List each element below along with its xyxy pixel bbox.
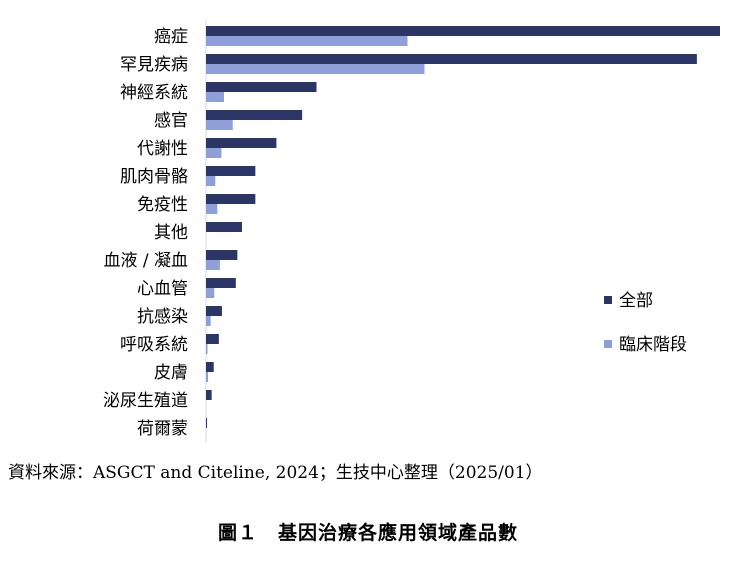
legend-swatch-all <box>604 296 612 304</box>
category-label-13: 泌尿生殖道 <box>103 391 188 411</box>
bar-all-5 <box>206 166 256 176</box>
bar-all-1 <box>206 54 697 64</box>
bar-clinical-2 <box>206 92 224 102</box>
bar-clinical-12 <box>206 372 209 382</box>
bar-all-3 <box>206 110 303 120</box>
category-label-5: 肌肉骨骼 <box>120 167 188 187</box>
bar-clinical-5 <box>206 176 216 186</box>
bar-all-0 <box>206 26 720 36</box>
bar-all-7 <box>206 222 242 232</box>
category-label-0: 癌症 <box>154 27 188 47</box>
bar-clinical-6 <box>206 204 218 214</box>
bar-clinical-8 <box>206 260 220 270</box>
bar-clinical-11 <box>206 344 208 354</box>
bar-all-6 <box>206 194 256 204</box>
category-label-6: 免疫性 <box>137 195 188 215</box>
category-label-7: 其他 <box>154 223 188 243</box>
category-label-1: 罕見疾病 <box>120 55 188 75</box>
legend: 全部 臨床階段 <box>604 291 687 355</box>
bars-group <box>206 26 720 428</box>
legend-label-clinical: 臨床階段 <box>619 335 687 355</box>
category-label-2: 神經系統 <box>120 83 188 103</box>
category-label-10: 抗感染 <box>137 307 188 327</box>
category-label-3: 感官 <box>154 111 188 131</box>
category-label-12: 皮膚 <box>154 363 188 383</box>
bar-all-12 <box>206 362 214 372</box>
category-label-11: 呼吸系統 <box>120 335 188 355</box>
bar-all-4 <box>206 138 277 148</box>
bar-clinical-3 <box>206 120 233 130</box>
category-label-8: 血液 / 凝血 <box>103 251 188 271</box>
figure-caption: 圖１ 基因治療各應用領域產品數 <box>217 522 518 544</box>
bar-clinical-0 <box>206 36 408 46</box>
category-label-14: 荷爾蒙 <box>137 419 188 439</box>
bar-all-14 <box>206 418 208 428</box>
category-label-4: 代謝性 <box>137 139 188 159</box>
bar-clinical-4 <box>206 148 222 158</box>
legend-label-all: 全部 <box>619 291 653 311</box>
bar-clinical-10 <box>206 316 211 326</box>
bar-all-9 <box>206 278 236 288</box>
bar-clinical-9 <box>206 288 215 298</box>
bar-all-10 <box>206 306 222 316</box>
legend-swatch-clinical <box>604 340 612 348</box>
bar-all-2 <box>206 82 317 92</box>
category-label-9: 心血管 <box>137 279 188 299</box>
bar-all-8 <box>206 250 238 260</box>
bar-clinical-1 <box>206 64 425 74</box>
source-note: 資料來源：ASGCT and Citeline, 2024；生技中心整理（202… <box>8 463 543 483</box>
bar-all-11 <box>206 334 219 344</box>
bar-all-13 <box>206 390 212 400</box>
